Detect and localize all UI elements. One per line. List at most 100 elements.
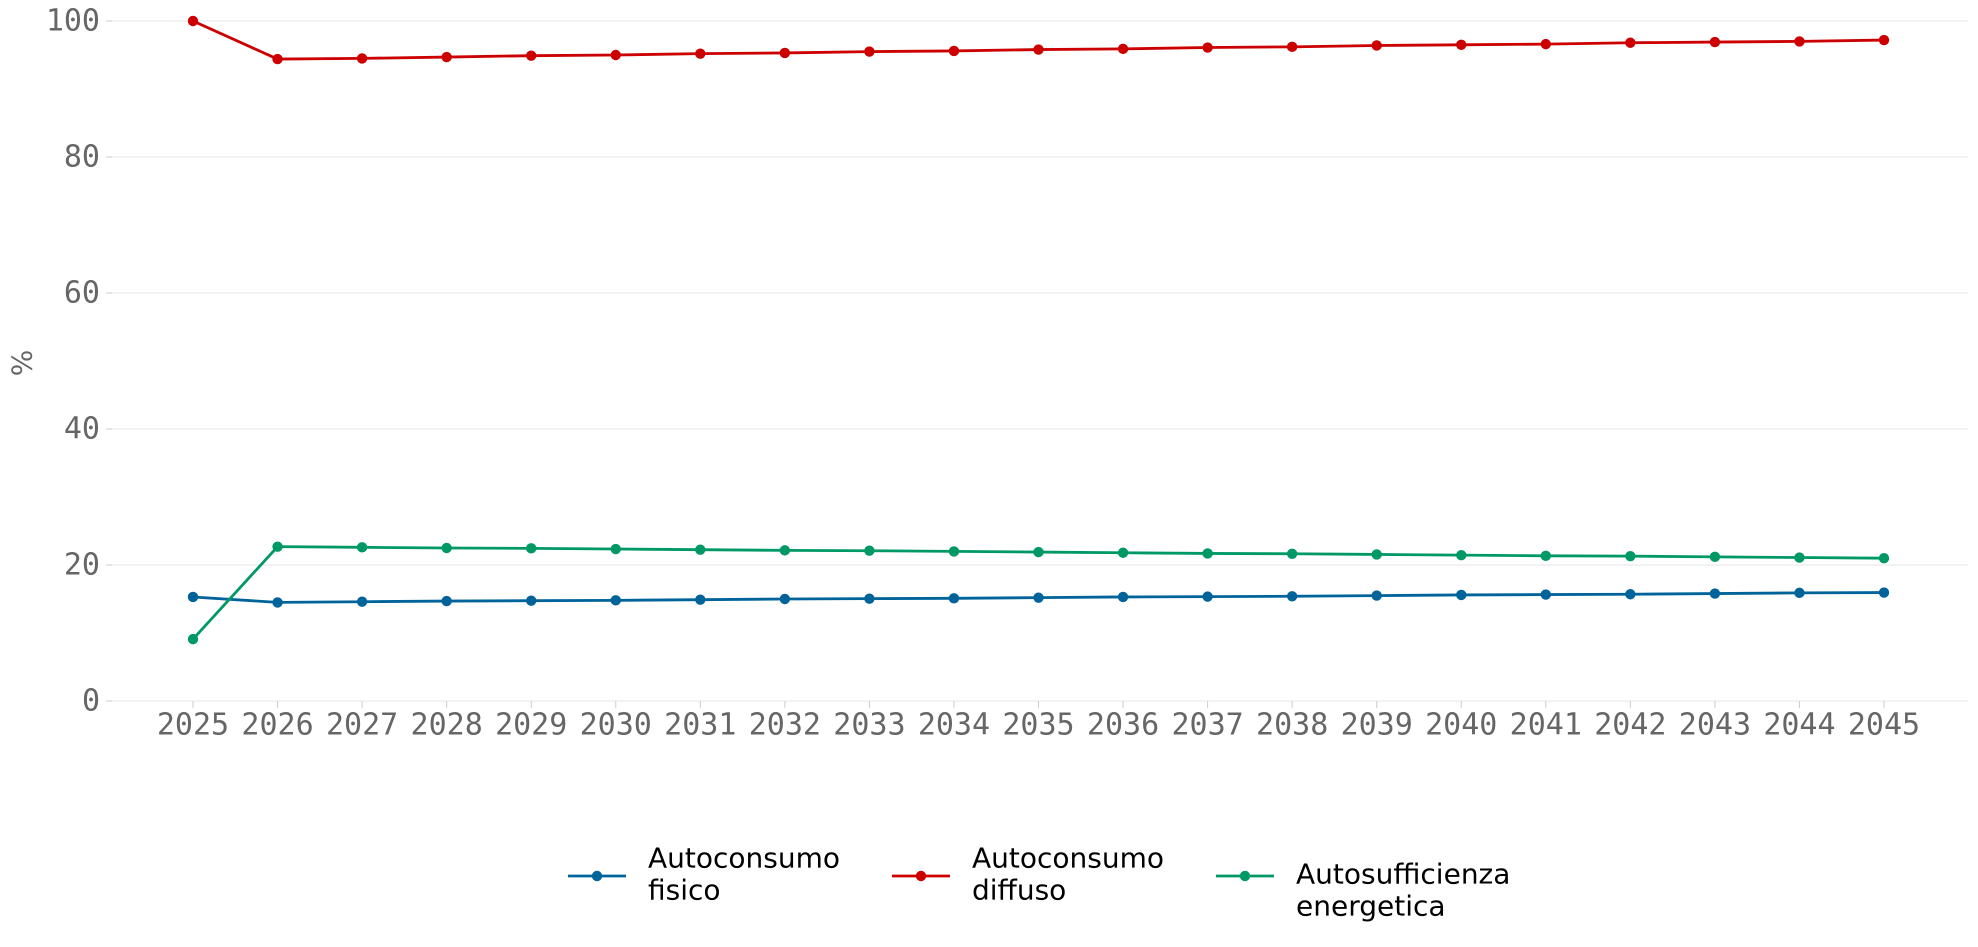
legend-label: Autoconsumo <box>648 842 840 875</box>
y-tick-label: 60 <box>64 276 100 311</box>
x-tick-label: 2030 <box>580 708 652 743</box>
x-tick-label: 2036 <box>1087 708 1159 743</box>
data-point <box>1794 552 1805 563</box>
x-tick-label: 2039 <box>1341 708 1413 743</box>
data-point <box>610 595 621 606</box>
legend-swatch-marker <box>915 870 927 882</box>
data-point <box>1117 591 1129 603</box>
data-point <box>1709 588 1721 599</box>
data-point <box>864 593 875 604</box>
data-point <box>610 49 621 61</box>
data-point <box>1202 42 1213 53</box>
data-point <box>526 50 537 61</box>
data-point <box>1371 590 1382 601</box>
data-point <box>610 543 621 555</box>
data-point <box>1540 550 1552 562</box>
x-tick-label: 2028 <box>411 708 483 743</box>
data-point <box>1456 549 1467 561</box>
data-point <box>1117 43 1129 55</box>
data-point <box>187 591 199 603</box>
data-point <box>1540 38 1552 50</box>
data-point <box>695 48 706 59</box>
x-tick-label: 2032 <box>749 708 821 743</box>
legend-swatch-marker <box>1239 870 1251 882</box>
x-tick-label: 2033 <box>833 708 905 743</box>
data-point <box>356 53 368 64</box>
x-tick-label: 2034 <box>918 708 990 743</box>
series-1 <box>187 15 1890 65</box>
data-point <box>1117 547 1129 558</box>
x-tick-label: 2038 <box>1256 708 1328 743</box>
series-0 <box>187 587 1890 608</box>
series-2 <box>187 541 1890 645</box>
data-point <box>1794 587 1805 599</box>
x-tick-label: 2026 <box>241 708 313 743</box>
x-tick-label: 2031 <box>664 708 736 743</box>
data-point <box>526 595 537 606</box>
data-point <box>526 543 537 554</box>
legend-swatch-marker <box>591 870 603 882</box>
data-point <box>779 47 791 59</box>
legend-label: energetica <box>1296 890 1446 923</box>
gridlines <box>112 20 1968 702</box>
data-point <box>187 15 199 27</box>
data-point <box>948 593 960 604</box>
data-point <box>1286 548 1298 559</box>
data-point <box>695 594 706 605</box>
x-tick-label: 2044 <box>1763 708 1835 743</box>
y-tick-label: 20 <box>64 548 100 583</box>
y-tick-label: 80 <box>64 140 100 175</box>
data-point <box>779 545 791 556</box>
data-point <box>356 596 368 607</box>
x-tick-label: 2045 <box>1848 708 1920 743</box>
data-point <box>1033 546 1044 558</box>
data-point <box>1456 589 1467 601</box>
data-point <box>1709 36 1721 48</box>
data-point <box>1625 37 1636 48</box>
data-point <box>1625 550 1636 562</box>
x-tick-label: 2035 <box>1002 708 1074 743</box>
x-tick-label: 2025 <box>157 708 229 743</box>
x-tick-label: 2042 <box>1594 708 1666 743</box>
data-point <box>1625 589 1636 600</box>
data-point <box>1371 549 1382 560</box>
data-point <box>441 595 452 607</box>
data-point <box>864 545 875 556</box>
y-axis-title: % <box>6 350 39 377</box>
legend-label: fisico <box>648 874 721 907</box>
x-tick-label: 2027 <box>326 708 398 743</box>
x-axis: 2025 2026 2027 2028 2029 2030 2031 2032 2033 2034… <box>157 701 1920 743</box>
data-point <box>1878 553 1890 564</box>
y-axis: 0 20 40 60 80 100% <box>6 4 112 719</box>
data-point <box>1202 591 1213 602</box>
data-point <box>441 51 452 63</box>
y-tick-label: 0 <box>82 684 100 719</box>
legend-label: diffuso <box>972 874 1066 907</box>
y-tick-label: 40 <box>64 412 100 447</box>
data-point <box>864 46 875 57</box>
data-point <box>1709 551 1721 563</box>
data-point <box>1371 40 1382 51</box>
data-point <box>948 45 960 57</box>
data-point <box>272 53 283 65</box>
data-point <box>1286 591 1298 602</box>
data-point <box>187 633 199 645</box>
data-point <box>1033 44 1044 55</box>
legend-label: Autosufficienza <box>1296 858 1510 891</box>
legend-label: Autoconsumo <box>972 842 1164 875</box>
data-point <box>1286 41 1298 53</box>
data-point <box>1202 548 1213 559</box>
data-point <box>1878 34 1890 46</box>
data-point <box>356 542 368 553</box>
x-tick-label: 2037 <box>1171 708 1243 743</box>
series-lines <box>187 15 1890 645</box>
data-point <box>779 593 791 605</box>
y-tick-label: 100 <box>46 4 100 39</box>
data-point <box>948 546 960 557</box>
x-tick-label: 2040 <box>1425 708 1497 743</box>
